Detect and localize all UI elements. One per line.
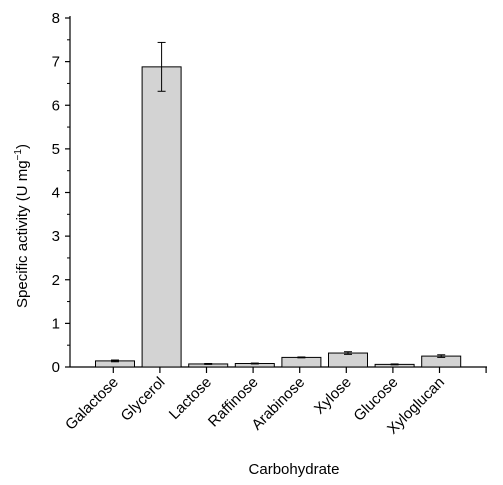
y-tick-label: 3: [52, 228, 60, 245]
bar-glycerol: [141, 66, 182, 368]
y-tick-label: 8: [52, 10, 60, 27]
x-axis-title: Carbohydrate: [249, 461, 340, 478]
x-tick-label-glycerol: Glycerol: [118, 374, 169, 425]
y-axis-title-text: Specific activity (U mg: [14, 160, 31, 308]
y-tick-label: 6: [52, 97, 60, 114]
y-tick-label: 0: [52, 359, 60, 376]
axes: [69, 16, 487, 368]
bar-xylose: [328, 352, 368, 368]
y-tick-label: 2: [52, 272, 60, 289]
bars: [95, 41, 462, 368]
y-axis-title-tail: ): [14, 144, 31, 149]
y-tick-label: 5: [52, 141, 60, 158]
y-tick-label: 4: [52, 185, 60, 202]
y-tick-label: 1: [52, 315, 60, 332]
y-axis-title-superscript: −1: [13, 149, 24, 161]
x-tick-label-galactose: Galactose: [62, 374, 122, 434]
bar-arabinose: [281, 356, 322, 368]
y-axis-title: Specific activity (U mg−1): [13, 144, 31, 308]
x-tick-label-xylose: Xylose: [311, 374, 355, 418]
y-tick-label: 7: [52, 54, 60, 71]
ticks: 012345678GalactoseGlycerolLactoseRaffino…: [52, 10, 487, 438]
